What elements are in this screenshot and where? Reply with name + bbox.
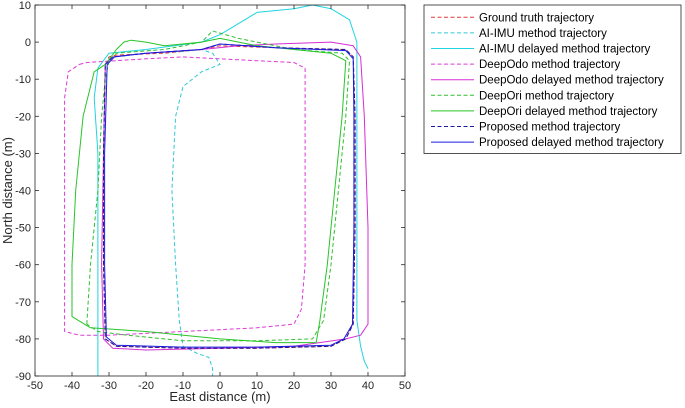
legend-entry-label: DeepOri method trajectory	[479, 90, 614, 102]
y-tick-label: -50	[15, 223, 31, 235]
legend-entry-label: AI-IMU delayed method trajectory	[479, 44, 651, 56]
legend-entry-label: Proposed method trajectory	[479, 122, 621, 134]
series-line-7	[71, 37, 347, 344]
x-tick-label: -40	[64, 380, 80, 392]
y-tick-label: -30	[15, 148, 31, 160]
legend-entry-label: Proposed delayed method trajectory	[479, 137, 664, 149]
x-tick-label: -10	[175, 380, 191, 392]
legend-entry-label: DeepOdo delayed method trajectory	[479, 75, 664, 87]
x-tick-label: 30	[325, 380, 337, 392]
y-tick-label: -20	[15, 111, 31, 123]
series-line-5	[101, 41, 369, 351]
x-tick-label: 40	[362, 380, 374, 392]
legend-entry-label: DeepOri delayed method trajectory	[479, 106, 658, 118]
x-axis-label: East distance (m)	[169, 389, 270, 404]
x-tick-label: 20	[288, 380, 300, 392]
series-line-1	[103, 45, 356, 349]
y-tick-label: -10	[15, 74, 31, 86]
series-line-8	[103, 43, 356, 349]
y-tick-label: -70	[15, 297, 31, 309]
plot-area-frame	[34, 4, 406, 377]
x-tick-label: 50	[399, 380, 411, 392]
series-line-9	[104, 43, 355, 348]
axis-ticks: -50 -40 -30 -20 -10 0 10 20 30 40 50 10 0 -10 -20 -30 -4…	[15, 0, 411, 392]
x-tick-label: 0	[217, 380, 223, 392]
x-tick-label: -50	[27, 380, 43, 392]
legend-entry-label: Ground truth trajectory	[479, 12, 594, 24]
legend: Ground truth trajectory AI-IMU method tra…	[423, 4, 682, 154]
y-tick-label: -40	[15, 186, 31, 198]
series-layer	[64, 5, 369, 376]
x-tick-label: -30	[101, 380, 117, 392]
series-line-4	[64, 56, 306, 336]
legend-entry-label: DeepOdo method trajectory	[479, 59, 621, 71]
series-line-2	[104, 49, 221, 376]
y-axis-label: North distance (m)	[0, 137, 15, 244]
series-line-3	[93, 5, 369, 376]
legend-entry-label: AI-IMU method trajectory	[479, 28, 607, 40]
y-tick-label: 0	[25, 37, 31, 49]
y-tick-label: -60	[15, 260, 31, 272]
y-tick-label: -90	[15, 371, 31, 383]
series-line-6	[86, 30, 350, 342]
y-tick-label: -80	[15, 334, 31, 346]
x-tick-label: 10	[251, 380, 263, 392]
y-tick-label: 10	[19, 0, 31, 12]
x-tick-label: -20	[138, 380, 154, 392]
